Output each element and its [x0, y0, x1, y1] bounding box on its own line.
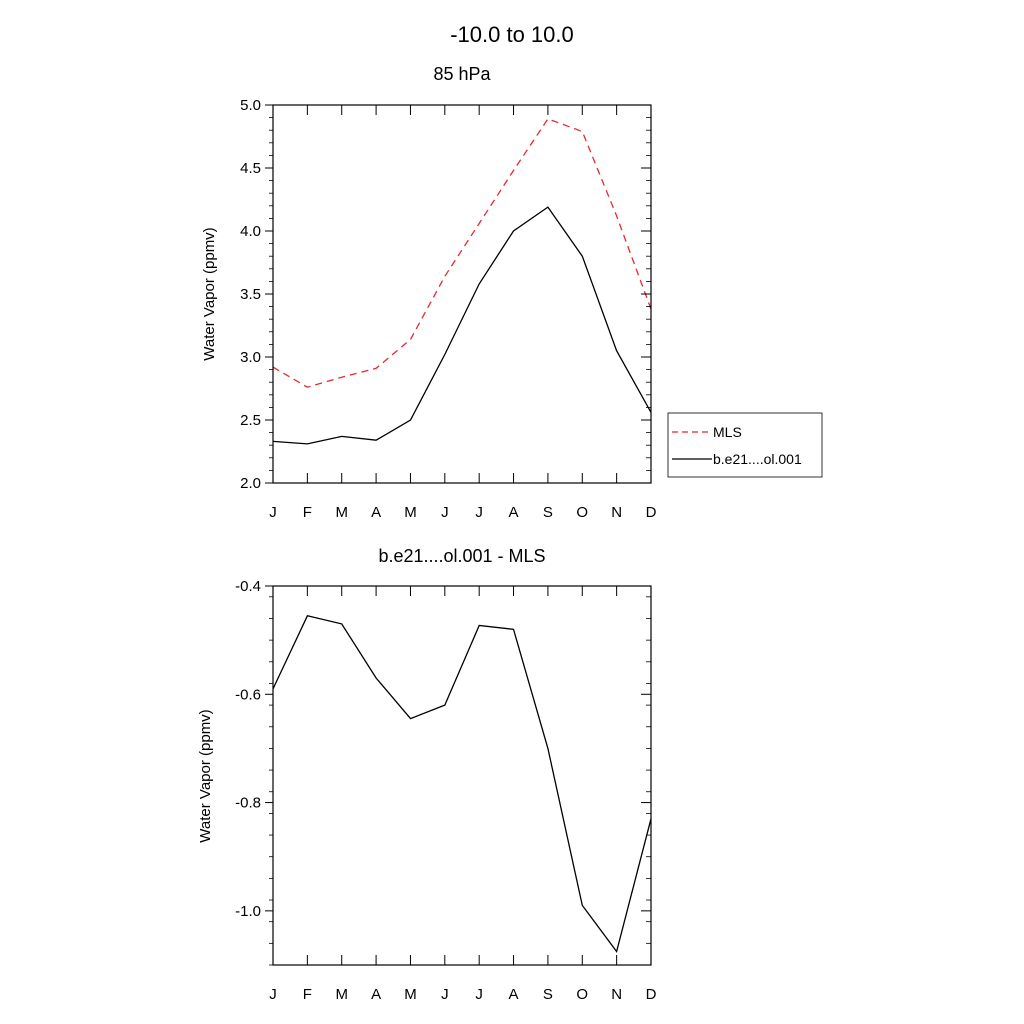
- legend-box: [667, 412, 823, 478]
- y-tick-label: -1.0: [235, 903, 261, 920]
- y-tick-label: -0.6: [235, 686, 261, 703]
- x-tick-label: A: [371, 986, 381, 1003]
- top-panel: 85 hPa Water Vapor (ppmv) J F M A M J J A S O N D 2.…: [201, 64, 823, 521]
- x-tick-label: D: [646, 986, 657, 1003]
- x-tick-label: F: [303, 504, 312, 521]
- bottom-panel-title: b.e21....ol.001 - MLS: [378, 546, 545, 566]
- y-tick-label: 5.0: [240, 97, 261, 114]
- y-tick-label: 4.5: [240, 160, 261, 177]
- x-tick-label: F: [303, 986, 312, 1003]
- figure-title: -10.0 to 10.0: [450, 22, 574, 47]
- x-tick-label: J: [269, 986, 277, 1003]
- top-series-line-1: [272, 206, 652, 445]
- x-tick-label: D: [646, 504, 657, 521]
- legend-label-model: b.e21....ol.001: [713, 451, 802, 467]
- y-tick-label: 3.0: [240, 349, 261, 366]
- x-tick-label: N: [611, 504, 622, 521]
- x-tick-label: M: [404, 504, 417, 521]
- x-tick-label: J: [475, 504, 483, 521]
- bottom-panel: b.e21....ol.001 - MLS Water Vapor (ppmv)…: [197, 546, 657, 1003]
- y-tick-label: 3.5: [240, 286, 261, 303]
- x-tick-label: O: [576, 986, 588, 1003]
- x-tick-label: M: [335, 986, 348, 1003]
- bottom-panel-ylabel: Water Vapor (ppmv): [197, 709, 214, 842]
- y-tick-label: 2.0: [240, 475, 261, 492]
- y-tick-label: 2.5: [240, 412, 261, 429]
- x-tick-label: S: [543, 986, 553, 1003]
- top-panel-ylabel: Water Vapor (ppmv): [201, 227, 218, 360]
- x-tick-label: M: [335, 504, 348, 521]
- legend: MLS b.e21....ol.001: [667, 412, 823, 478]
- x-tick-label: J: [475, 986, 483, 1003]
- x-tick-label: J: [441, 504, 449, 521]
- x-tick-label: A: [509, 986, 519, 1003]
- x-tick-label: A: [509, 504, 519, 521]
- legend-label-mls: MLS: [713, 424, 742, 440]
- x-tick-label: A: [371, 504, 381, 521]
- y-tick-label: -0.4: [235, 578, 261, 595]
- x-tick-label: M: [404, 986, 417, 1003]
- x-tick-label: O: [576, 504, 588, 521]
- top-series-line-0: [272, 118, 652, 388]
- y-tick-label: 4.0: [240, 223, 261, 240]
- x-tick-label: J: [269, 504, 277, 521]
- bottom-series-line-0: [272, 615, 652, 953]
- top-panel-title: 85 hPa: [433, 64, 491, 84]
- x-tick-label: J: [441, 986, 449, 1003]
- x-tick-label: S: [543, 504, 553, 521]
- y-tick-label: -0.8: [235, 795, 261, 812]
- bottom-panel-frame: [272, 585, 652, 966]
- x-tick-label: N: [611, 986, 622, 1003]
